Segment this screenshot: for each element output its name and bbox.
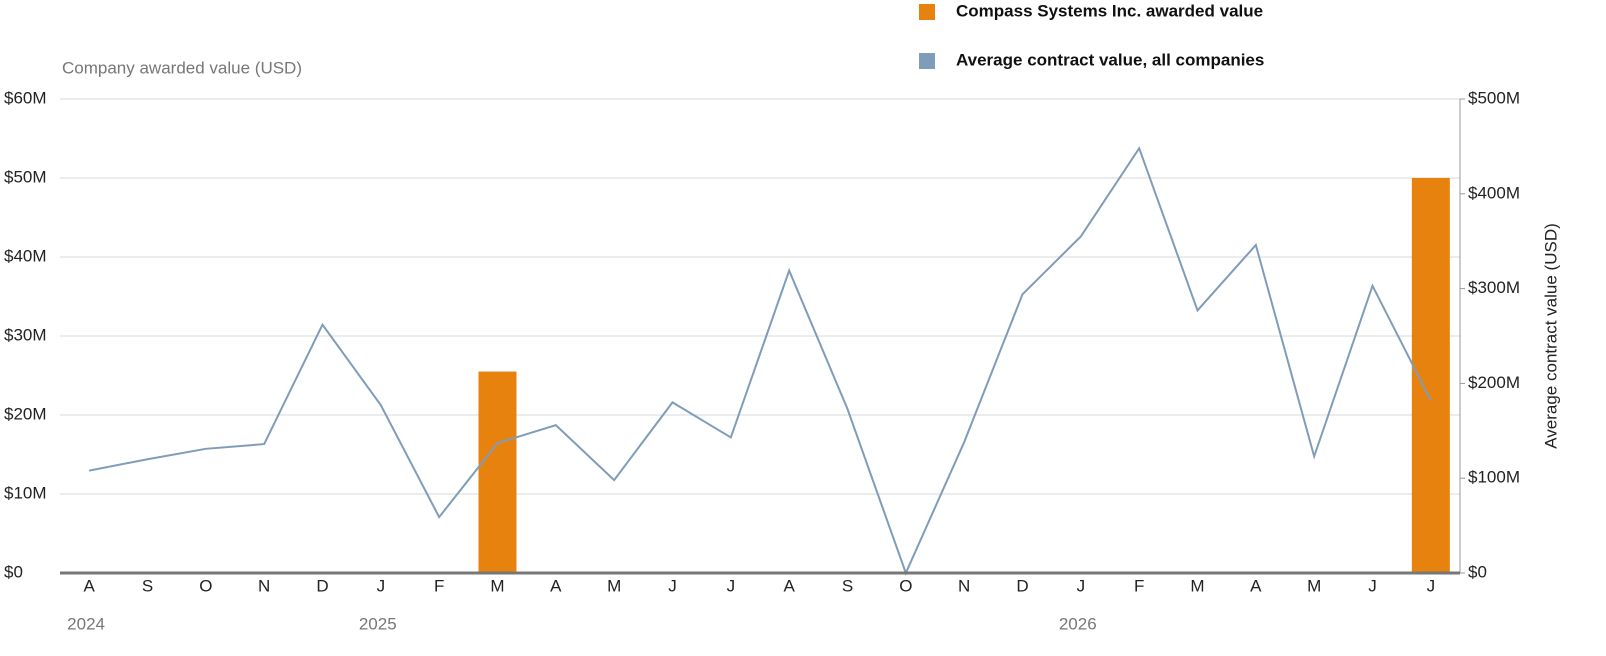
y-tick-label: $60M [4, 88, 47, 107]
x-tick-label: S [842, 576, 853, 595]
year-label: 2026 [1059, 614, 1097, 633]
y2-tick-label: $200M [1468, 373, 1520, 392]
x-tick-label: A [550, 576, 562, 595]
y-tick-label: $20M [4, 404, 47, 423]
bar [478, 371, 517, 573]
legend-swatch [919, 53, 935, 69]
y-tick-label: $30M [4, 325, 47, 344]
y2-tick-label: $500M [1468, 88, 1520, 107]
x-tick-label: J [1427, 576, 1436, 595]
y2-tick-label: $0 [1468, 562, 1487, 581]
x-tick-label: N [258, 576, 270, 595]
y2-tick-label: $300M [1468, 278, 1520, 297]
legend-label: Average contract value, all companies [956, 50, 1264, 69]
x-tick-label: F [434, 576, 444, 595]
y-tick-label: $0 [4, 562, 23, 581]
y2-tick-label: $400M [1468, 183, 1520, 202]
x-tick-label: M [607, 576, 621, 595]
x-tick-label: J [1077, 576, 1086, 595]
y2-axis-label: Average contract value (USD) [1541, 223, 1560, 449]
y-tick-label: $50M [4, 167, 47, 186]
x-tick-label: J [1368, 576, 1377, 595]
x-tick-label: D [316, 576, 328, 595]
x-tick-label: M [490, 576, 504, 595]
x-tick-label: S [142, 576, 153, 595]
legend-swatch [919, 4, 935, 20]
x-tick-label: J [668, 576, 677, 595]
y-axis-label: Company awarded value (USD) [62, 58, 302, 77]
x-tick-label: O [899, 576, 912, 595]
x-tick-label: M [1190, 576, 1204, 595]
legend-label: Compass Systems Inc. awarded value [956, 1, 1263, 20]
x-tick-label: F [1134, 576, 1144, 595]
x-tick-label: A [1250, 576, 1262, 595]
x-tick-label: A [83, 576, 95, 595]
x-tick-label: J [377, 576, 386, 595]
year-label: 2024 [67, 614, 105, 633]
x-tick-label: M [1307, 576, 1321, 595]
x-tick-label: J [727, 576, 736, 595]
x-tick-label: O [199, 576, 212, 595]
x-tick-label: N [958, 576, 970, 595]
line [88, 146, 1432, 576]
x-tick-label: A [783, 576, 795, 595]
y2-tick-label: $100M [1468, 468, 1520, 487]
x-tick-label: D [1016, 576, 1028, 595]
year-label: 2025 [359, 614, 397, 633]
y-tick-label: $10M [4, 483, 47, 502]
y-tick-label: $40M [4, 246, 47, 265]
